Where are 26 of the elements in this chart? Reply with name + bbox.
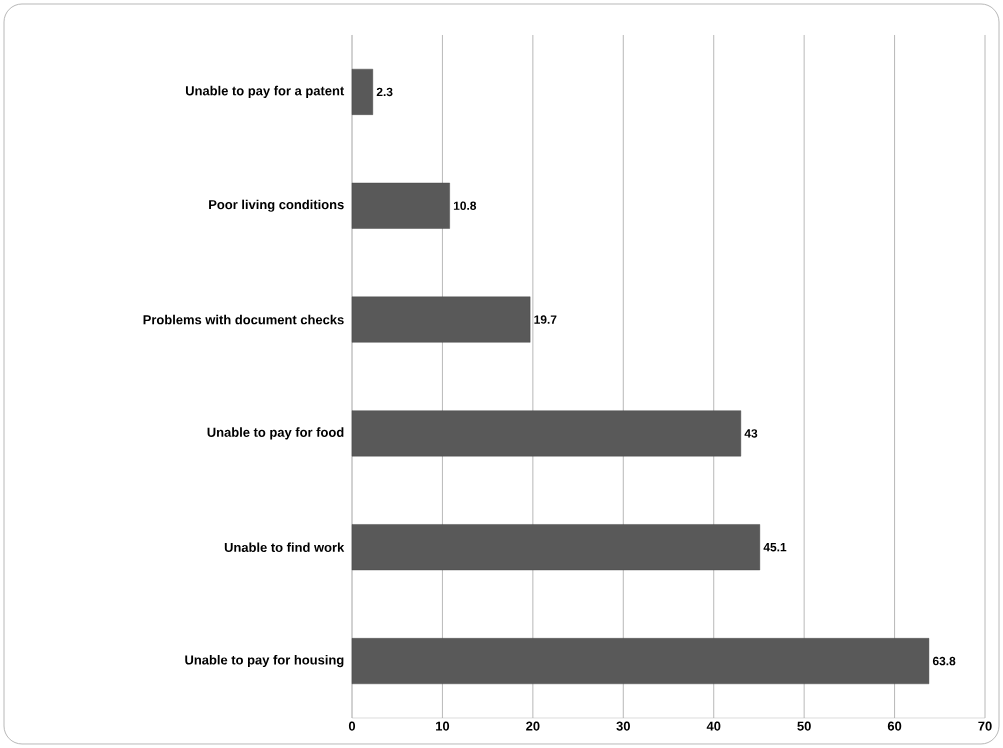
data-label: 10.8 bbox=[453, 201, 477, 210]
x-tick-label: 50 bbox=[797, 721, 811, 731]
x-tick-label: 10 bbox=[436, 721, 450, 731]
x-tick-label: 60 bbox=[887, 721, 902, 731]
data-label: 63.8 bbox=[932, 656, 956, 666]
x-tick-label: 0 bbox=[348, 721, 356, 731]
data-label: 45.1 bbox=[763, 543, 787, 552]
bar bbox=[351, 638, 930, 685]
bar bbox=[351, 524, 761, 571]
x-tick-label: 30 bbox=[616, 721, 630, 731]
x-tick-label: 40 bbox=[706, 721, 721, 731]
x-tick-label: 20 bbox=[526, 721, 540, 731]
y-tick-label: Problems with document checks bbox=[143, 314, 344, 325]
bar bbox=[351, 296, 531, 343]
data-label: 2.3 bbox=[376, 87, 393, 97]
data-label: 43 bbox=[744, 429, 758, 438]
bar bbox=[351, 182, 450, 229]
y-tick-label: Poor living conditions bbox=[209, 199, 344, 212]
y-tick-label: Unable to pay for housing bbox=[185, 655, 344, 668]
x-tick-label: 70 bbox=[978, 721, 992, 731]
y-tick-label: Unable to pay for a patent bbox=[185, 85, 345, 98]
bar bbox=[351, 410, 742, 457]
y-tick-label: Unable to find work bbox=[224, 542, 345, 552]
y-tick-label: Unable to pay for food bbox=[207, 427, 344, 440]
data-label: 19.7 bbox=[534, 315, 557, 324]
bar bbox=[351, 68, 374, 115]
